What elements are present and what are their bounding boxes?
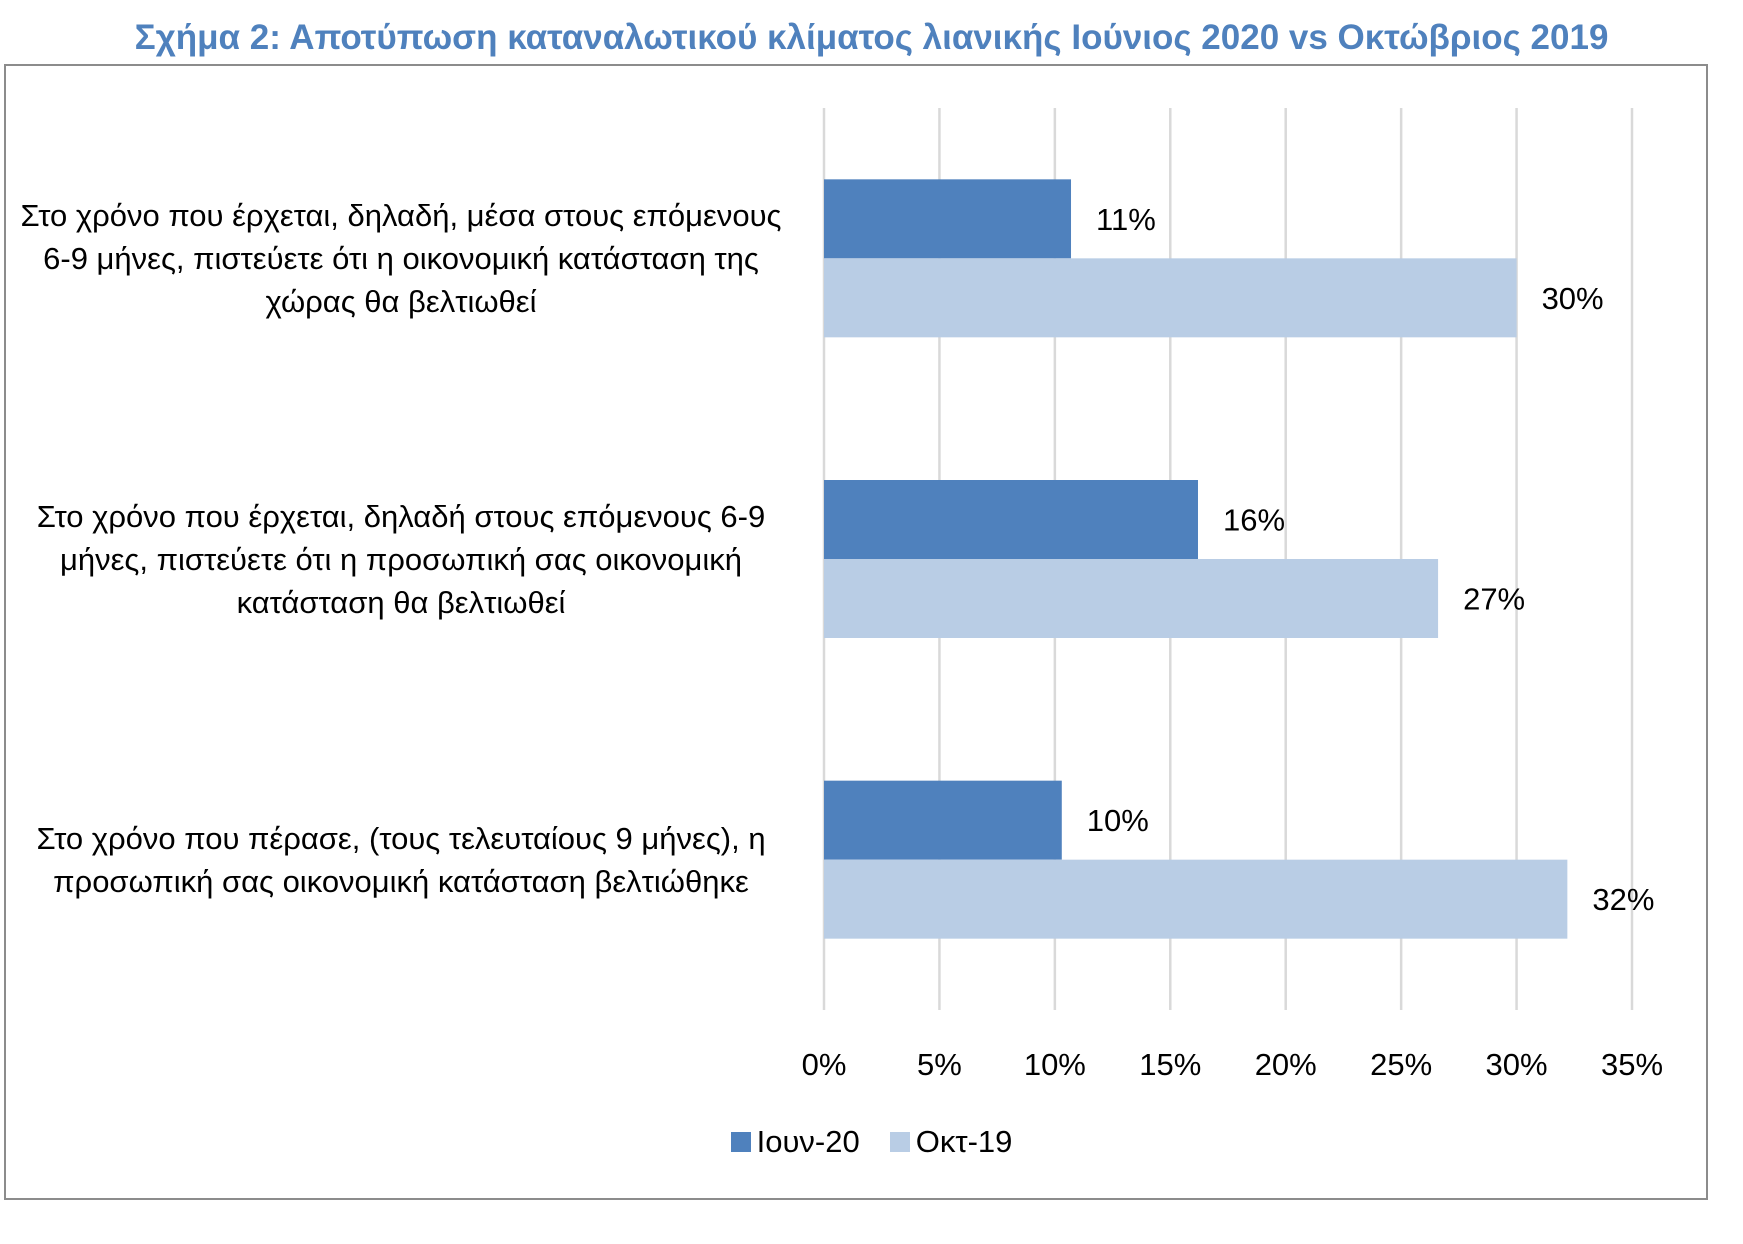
x-tick-label: 25% <box>1370 1047 1432 1082</box>
bar-okt-19 <box>824 859 1568 939</box>
legend-swatch-icon <box>889 1132 910 1152</box>
legend-swatch-icon <box>730 1132 751 1152</box>
x-tick-label: 10% <box>1024 1047 1086 1082</box>
legend-item: Ιουν-20 <box>730 1124 860 1160</box>
bar-okt-19 <box>824 559 1439 638</box>
bar-iouv-20 <box>824 780 1062 860</box>
data-label: 10% <box>1087 803 1149 838</box>
bar-iouv-20 <box>824 179 1072 259</box>
category-label-line: Στο χρόνο που έρχεται, δηλαδή στους επόμ… <box>36 498 766 534</box>
data-label: 30% <box>1542 281 1604 316</box>
legend: Ιουν-20 Οκτ-19 <box>0 1124 1743 1160</box>
category-label-line: κατάσταση θα βελτιωθεί <box>236 584 566 620</box>
x-tick-label: 0% <box>802 1047 847 1082</box>
data-label: 32% <box>1592 882 1654 917</box>
legend-label: Ιουν-20 <box>756 1124 860 1159</box>
category-label-line: Στο χρόνο που έρχεται, δηλαδή, μέσα στου… <box>20 197 782 233</box>
bar-iouv-20 <box>824 480 1198 559</box>
category-label: Στο χρόνο που έρχεται, δηλαδή στους επόμ… <box>6 495 796 624</box>
bar-okt-19 <box>824 258 1517 338</box>
category-label: Στο χρόνο που πέρασε, (τους τελευταίους … <box>6 817 796 903</box>
category-label-line: Στο χρόνο που πέρασε, (τους τελευταίους … <box>36 820 766 856</box>
data-label: 27% <box>1463 582 1525 617</box>
legend-item: Οκτ-19 <box>889 1124 1013 1160</box>
x-tick-label: 15% <box>1139 1047 1201 1082</box>
legend-label: Οκτ-19 <box>915 1124 1013 1159</box>
chart-title: Σχήμα 2: Αποτύπωση καταναλωτικού κλίματο… <box>134 18 1609 57</box>
category-label-line: μήνες, πιστεύετε ότι η προσωπική σας οικ… <box>59 541 743 577</box>
data-label: 16% <box>1223 503 1285 538</box>
x-tick-label: 20% <box>1255 1047 1317 1082</box>
data-label: 11% <box>1096 202 1156 237</box>
category-label-line: χώρας θα βελτιωθεί <box>265 283 537 319</box>
x-tick-label: 35% <box>1601 1047 1663 1082</box>
category-label-line: 6-9 μήνες, πιστεύετε ότι η οικονομική κα… <box>43 240 759 276</box>
x-tick-label: 30% <box>1486 1047 1548 1082</box>
x-tick-label: 5% <box>917 1047 962 1082</box>
category-label: Στο χρόνο που έρχεται, δηλαδή, μέσα στου… <box>6 194 796 323</box>
category-label-line: προσωπική σας οικονομική κατάσταση βελτι… <box>53 863 749 899</box>
